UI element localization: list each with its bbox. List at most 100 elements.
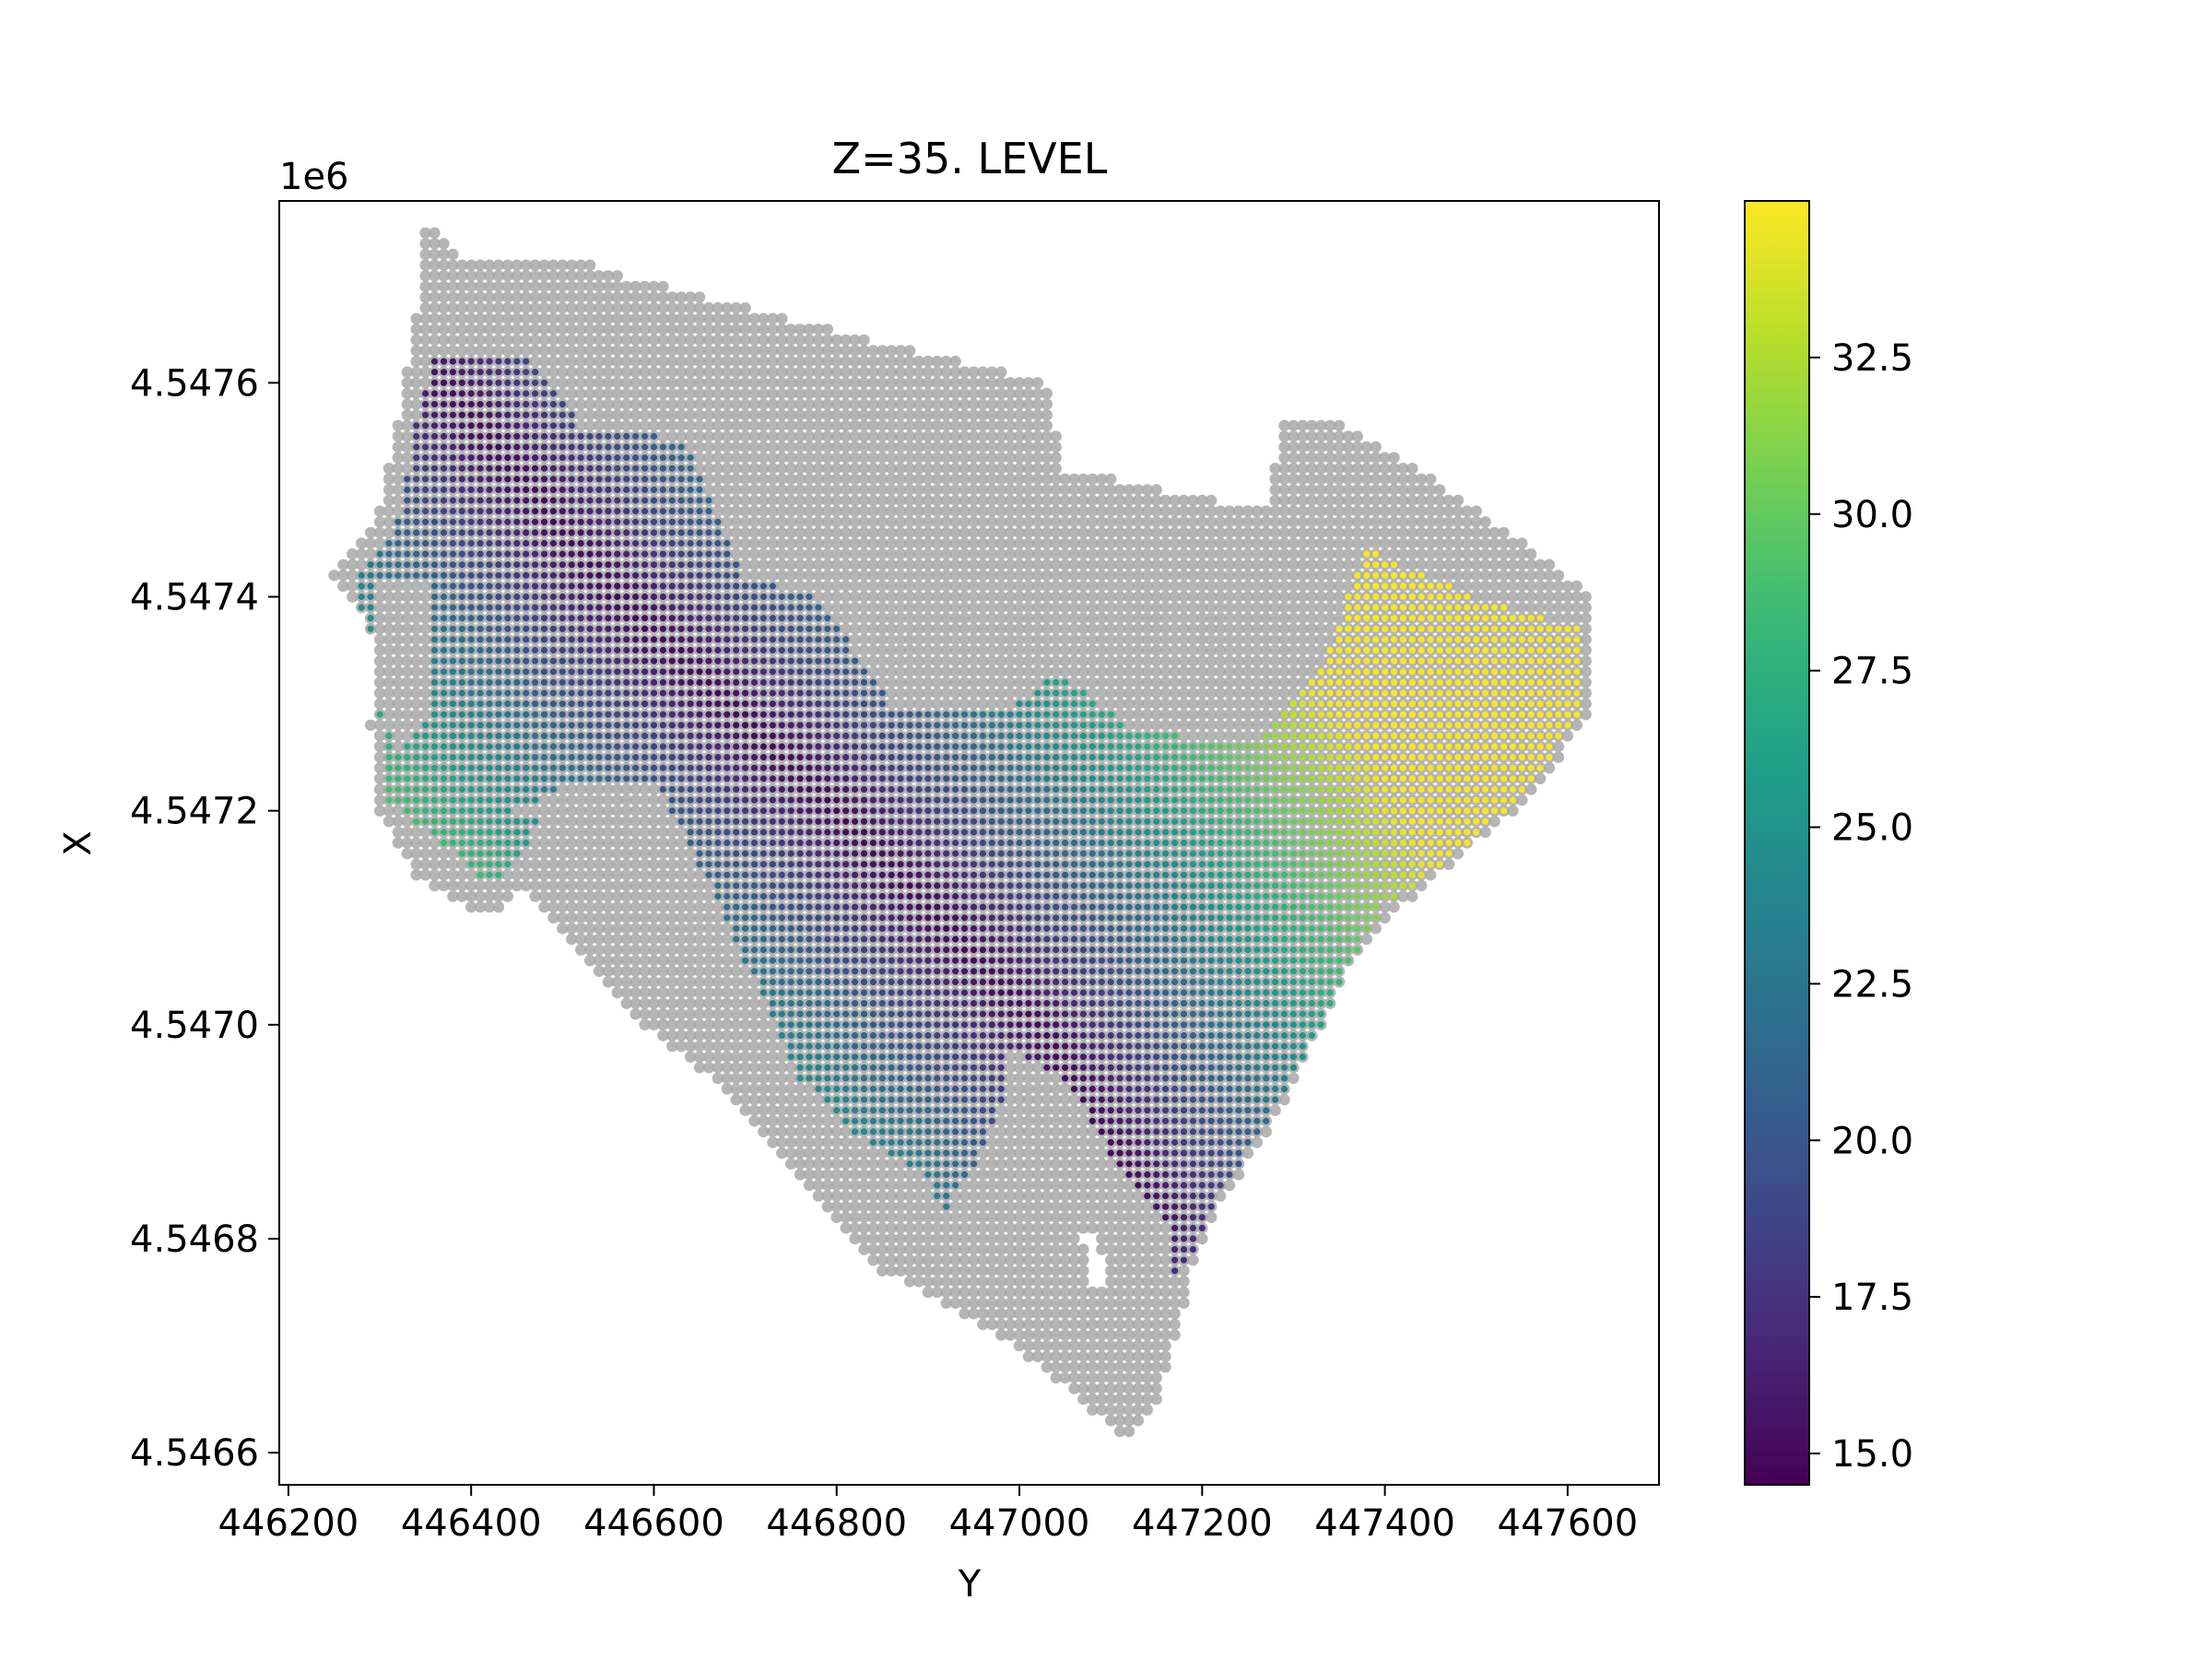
domain-point bbox=[373, 719, 386, 731]
domain-point bbox=[429, 879, 441, 892]
domain-point bbox=[419, 847, 431, 860]
domain-point bbox=[392, 419, 405, 431]
domain-point bbox=[382, 505, 395, 517]
domain-point bbox=[419, 709, 431, 721]
domain-point bbox=[347, 570, 359, 582]
domain-point bbox=[392, 719, 405, 731]
chart-title: Z=35. LEVEL bbox=[832, 134, 1108, 183]
domain-point bbox=[392, 740, 405, 753]
domain-point bbox=[392, 484, 405, 496]
domain-point bbox=[392, 730, 405, 742]
domain-point bbox=[373, 772, 386, 784]
domain-point bbox=[429, 248, 441, 261]
domain-point bbox=[401, 816, 413, 828]
domain-point bbox=[419, 644, 431, 656]
domain-point bbox=[401, 837, 413, 849]
domain-point bbox=[364, 526, 377, 539]
domain-point bbox=[382, 612, 395, 624]
domain-point bbox=[382, 591, 395, 603]
domain-point bbox=[382, 719, 395, 731]
domain-point bbox=[392, 473, 405, 485]
domain-point bbox=[373, 580, 386, 593]
domain-point bbox=[328, 570, 340, 582]
domain-point bbox=[401, 644, 413, 656]
domain-point bbox=[382, 463, 395, 475]
domain-point bbox=[419, 334, 431, 347]
domain-point bbox=[392, 837, 405, 849]
domain-point bbox=[611, 270, 623, 282]
domain-point bbox=[419, 837, 431, 849]
domain-point bbox=[419, 355, 431, 368]
domain-point bbox=[401, 633, 413, 646]
domain-point bbox=[373, 677, 386, 688]
domain-point bbox=[373, 612, 386, 624]
domain-point bbox=[410, 719, 422, 731]
domain-point bbox=[419, 259, 431, 271]
domain-point bbox=[410, 345, 422, 357]
domain-point bbox=[410, 633, 422, 646]
domain-point bbox=[419, 248, 431, 261]
domain-point bbox=[419, 366, 431, 378]
domain-point bbox=[401, 601, 413, 614]
domain-point bbox=[419, 270, 431, 282]
domain-point bbox=[392, 430, 405, 442]
domain-point bbox=[392, 665, 405, 677]
domain-point bbox=[949, 355, 961, 368]
domain-point bbox=[392, 816, 405, 828]
domain-point bbox=[392, 591, 405, 603]
domain-point bbox=[429, 837, 441, 849]
domain-point bbox=[392, 463, 405, 475]
domain-point bbox=[410, 826, 422, 839]
domain-point bbox=[693, 291, 706, 303]
domain-point bbox=[429, 301, 441, 314]
domain-point bbox=[438, 847, 450, 860]
domain-point bbox=[392, 580, 405, 593]
domain-point bbox=[419, 633, 431, 646]
domain-point bbox=[410, 709, 422, 721]
domain-point bbox=[410, 355, 422, 368]
domain-point bbox=[401, 430, 413, 442]
domain-point bbox=[392, 709, 405, 721]
domain-point bbox=[356, 537, 368, 549]
domain-point bbox=[401, 580, 413, 593]
domain-point bbox=[401, 409, 413, 421]
domain-point bbox=[382, 709, 395, 721]
domain-point bbox=[429, 280, 441, 293]
domain-point bbox=[410, 847, 422, 860]
domain-point bbox=[364, 719, 377, 731]
domain-point bbox=[382, 633, 395, 646]
domain-point bbox=[392, 441, 405, 453]
domain-point bbox=[429, 238, 441, 250]
domain-point bbox=[392, 805, 405, 817]
domain-point bbox=[501, 890, 513, 902]
domain-point bbox=[347, 547, 359, 560]
domain-point bbox=[410, 698, 422, 710]
domain-point bbox=[373, 783, 386, 795]
domain-point bbox=[410, 591, 422, 603]
domain-point bbox=[373, 665, 386, 677]
domain-point bbox=[410, 869, 422, 881]
domain-point bbox=[401, 698, 413, 710]
domain-point bbox=[382, 580, 395, 593]
domain-point bbox=[373, 655, 386, 667]
domain-point bbox=[382, 623, 395, 635]
domain-point bbox=[410, 580, 422, 593]
domain-point bbox=[429, 345, 441, 357]
domain-point bbox=[410, 677, 422, 688]
domain-point bbox=[419, 291, 431, 303]
domain-point bbox=[419, 580, 431, 593]
domain-point bbox=[429, 312, 441, 324]
domain-point bbox=[373, 805, 386, 817]
domain-point bbox=[373, 505, 386, 517]
domain-point bbox=[410, 387, 422, 400]
domain-point bbox=[410, 665, 422, 677]
domain-point bbox=[392, 623, 405, 635]
domain-point bbox=[401, 655, 413, 667]
domain-point bbox=[373, 601, 386, 614]
domain-point bbox=[410, 324, 422, 335]
domain-point bbox=[356, 547, 368, 560]
domain-point bbox=[382, 677, 395, 688]
domain-point bbox=[347, 559, 359, 571]
domain-point bbox=[382, 816, 395, 828]
